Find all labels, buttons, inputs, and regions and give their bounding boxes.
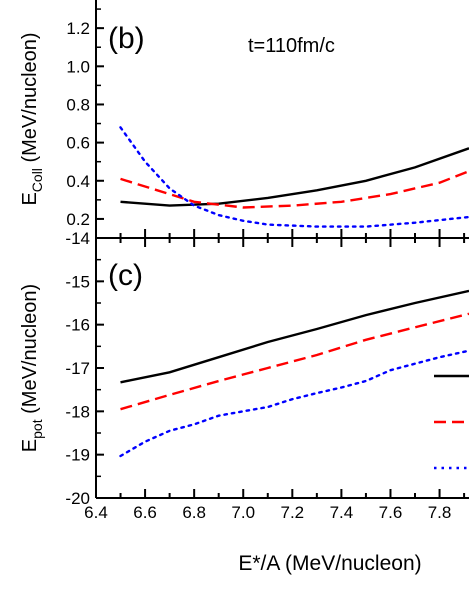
y-tick-label: -17 — [65, 359, 90, 378]
y-tick-label: 1.2 — [66, 19, 90, 38]
y-tick-label: -14 — [65, 229, 90, 248]
y-tick-label: 1.0 — [66, 57, 90, 76]
y-tick-label: -18 — [65, 402, 90, 421]
series-line-1 — [120, 289, 469, 384]
panel-label: (c) — [108, 259, 143, 292]
panel-c: -20 -19 -18 -17 -16 -15 -14 6.4 6.6 6.8 7.0 7.2 7.4 7… — [19, 229, 469, 575]
panel-b: 0.2 0.4 0.6 0.8 1.0 1.2 (b) t=110fm/c EColl (MeV… — [19, 0, 469, 239]
x-tick-label: 7.6 — [379, 503, 403, 522]
x-tick-label: 6.8 — [182, 503, 206, 522]
x-tick-label: 7.0 — [231, 503, 255, 522]
y-tick-label: -20 — [65, 489, 90, 508]
y-tick-label: 0.2 — [66, 210, 90, 229]
y-tick-label: -19 — [65, 446, 90, 465]
series-line-3 — [119, 126, 469, 228]
series-line-3 — [119, 349, 469, 458]
y-tick-label: -16 — [65, 316, 90, 335]
series-line-1 — [120, 147, 469, 207]
y-axis-label: EColl (MeV/nucleon) — [19, 32, 45, 205]
series-line-2 — [120, 170, 469, 209]
x-tick-label: 6.6 — [133, 503, 157, 522]
x-tick-label: 7.4 — [330, 503, 354, 522]
x-tick-label: 7.2 — [280, 503, 304, 522]
x-axis-label: E*/A (MeV/nucleon) — [238, 552, 421, 575]
x-tick-label: 7.8 — [428, 503, 452, 522]
y-tick-label: 0.8 — [66, 95, 90, 114]
y-tick-label: -15 — [65, 272, 90, 291]
y-axis-label: Epot (MeV/nucleon) — [19, 284, 45, 452]
y-tick-label: 0.4 — [66, 172, 90, 191]
series-line-2 — [120, 312, 469, 411]
panel-label: (b) — [108, 22, 145, 55]
y-tick-label: 0.6 — [66, 134, 90, 153]
x-tick-label: 6.4 — [84, 503, 108, 522]
time-annotation: t=110fm/c — [248, 35, 335, 57]
